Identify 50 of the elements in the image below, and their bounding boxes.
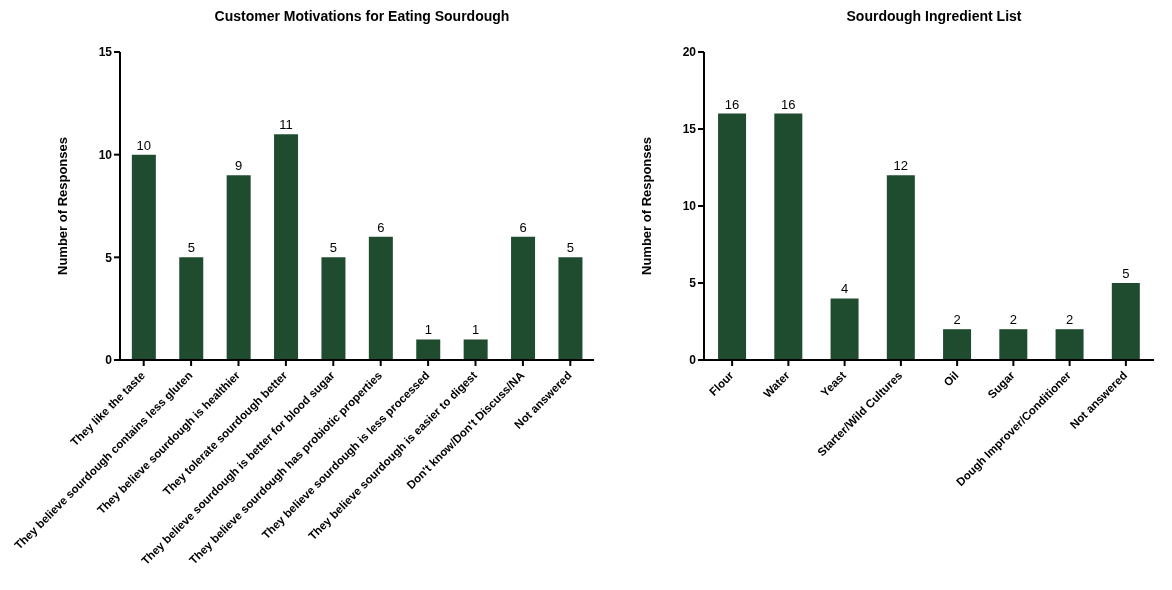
bar <box>131 154 156 360</box>
data-label: 12 <box>893 158 909 174</box>
bar <box>1055 329 1084 360</box>
data-label: 6 <box>519 219 527 235</box>
data-label: 5 <box>1122 266 1130 281</box>
data-label: 9 <box>235 158 243 174</box>
y-tick-label: 15 <box>98 45 113 60</box>
bar <box>274 134 299 360</box>
bar <box>830 298 859 360</box>
y-tick-label: 15 <box>682 122 697 137</box>
bar <box>179 257 204 360</box>
bar <box>718 113 747 360</box>
data-label: 2 <box>1065 312 1074 328</box>
bar <box>943 329 972 360</box>
y-tick-label: 5 <box>689 276 697 291</box>
data-label: 11 <box>279 117 293 133</box>
y-tick-label: 20 <box>682 45 697 60</box>
y-axis-title: Number of Responses <box>54 137 70 275</box>
bar <box>886 175 915 360</box>
data-label: 10 <box>136 137 152 153</box>
bar <box>321 257 346 360</box>
chart-title: Sourdough Ingredient List <box>845 8 1023 26</box>
data-label: 6 <box>377 219 385 235</box>
bar <box>368 236 393 360</box>
y-tick-label: 10 <box>98 147 113 162</box>
data-label: 5 <box>329 240 338 256</box>
data-label: 1 <box>472 322 480 338</box>
chart-title: Customer Motivations for Eating Sourdough <box>213 8 511 26</box>
y-axis-title: Number of Responses <box>638 137 654 275</box>
data-label: 2 <box>1009 312 1017 328</box>
data-label: 5 <box>187 240 195 256</box>
bar <box>1111 283 1140 360</box>
y-tick-label: 0 <box>105 353 113 368</box>
bar <box>558 257 583 360</box>
bar <box>463 339 488 360</box>
data-label: 2 <box>953 312 961 328</box>
bar <box>226 175 251 360</box>
data-label: 16 <box>724 96 740 112</box>
bar <box>774 113 803 360</box>
data-label: 1 <box>424 322 432 338</box>
x-tick-label: Oil <box>941 369 961 389</box>
y-tick-label: 5 <box>105 250 113 265</box>
bar <box>416 339 441 360</box>
y-tick-label: 0 <box>689 353 697 368</box>
data-label: 4 <box>840 281 849 297</box>
bar <box>511 236 536 360</box>
y-tick-label: 10 <box>682 199 697 214</box>
bar <box>999 329 1028 360</box>
data-label: 5 <box>566 240 575 256</box>
data-label: 16 <box>781 96 796 112</box>
